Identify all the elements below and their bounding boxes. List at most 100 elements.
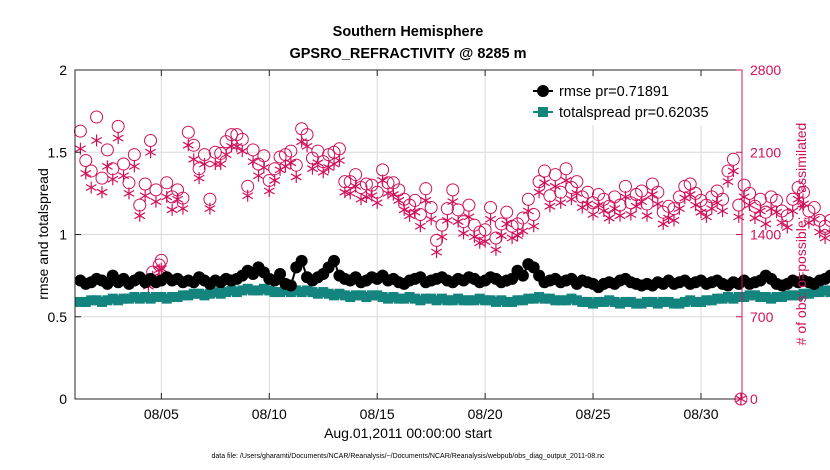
- obs-assimilated-marker: [231, 140, 243, 153]
- totalspread-point: [809, 287, 820, 298]
- obs-possible-marker: [376, 163, 390, 177]
- obs-possible-marker: [446, 183, 460, 197]
- rmse-point: [274, 267, 287, 280]
- obs-assimilated-marker: [112, 132, 124, 145]
- totalspread-point: [534, 292, 545, 303]
- obs-possible-marker: [521, 192, 535, 206]
- totalspread-point: [167, 292, 178, 303]
- obs-possible-marker: [554, 185, 568, 199]
- obs-assimilated-marker: [118, 169, 130, 182]
- totalspread-point: [102, 295, 113, 306]
- obs-assimilated-marker: [592, 199, 604, 212]
- obs-assimilated-marker: [512, 229, 524, 242]
- totalspread-point: [787, 290, 798, 301]
- obs-possible-marker: [127, 148, 141, 162]
- obs-possible-marker: [219, 135, 233, 149]
- y2-axis-ticks: 0 700 1400 2100 2800: [736, 62, 781, 407]
- totalspread-point: [598, 296, 609, 307]
- totalspread-point: [436, 293, 447, 304]
- obs-possible-marker: [500, 205, 514, 219]
- legend-totalspread-label: totalspread pr=0.62035: [559, 105, 709, 121]
- obs-assimilated-marker: [285, 156, 297, 169]
- obs-assimilated-marker: [652, 197, 664, 210]
- obs-possible-marker: [381, 176, 395, 190]
- totalspread-point: [712, 293, 723, 304]
- totalspread-point: [199, 290, 210, 301]
- totalspread-point: [123, 293, 134, 304]
- obs-possible-marker: [100, 143, 114, 157]
- obs-possible-marker: [246, 143, 260, 157]
- obs-assimilated-marker: [614, 209, 626, 222]
- obs-assimilated-marker: [787, 205, 799, 217]
- obs-possible-marker: [122, 176, 136, 190]
- obs-count-markers: [73, 110, 830, 406]
- totalspread-point: [453, 293, 464, 304]
- obs-assimilated-marker: [673, 202, 685, 215]
- totalspread-point: [80, 296, 91, 307]
- totalspread-point: [539, 293, 550, 304]
- obs-possible-marker: [537, 164, 551, 178]
- obs-possible-marker: [149, 183, 163, 197]
- totalspread-point: [253, 285, 264, 296]
- totalspread-point: [242, 283, 253, 294]
- obs-assimilated-marker: [565, 193, 577, 206]
- obs-assimilated-marker: [636, 195, 648, 208]
- obs-assimilated-marker: [269, 174, 281, 187]
- totalspread-point: [722, 292, 733, 303]
- totalspread-point: [609, 296, 620, 307]
- obs-possible-marker: [543, 189, 557, 203]
- obs-assimilated-marker: [85, 181, 97, 194]
- y-tick-label: 1.5: [48, 144, 68, 160]
- totalspread-point: [728, 293, 739, 304]
- obs-assimilated-marker: [771, 206, 783, 219]
- obs-assimilated-marker: [139, 189, 151, 202]
- totalspread-point: [739, 292, 750, 303]
- obs-assimilated-marker: [754, 205, 766, 217]
- totalspread-point: [463, 295, 474, 306]
- obs-assimilated-marker: [819, 232, 830, 245]
- obs-assimilated-marker: [242, 189, 254, 202]
- totalspread-point: [512, 295, 523, 306]
- obs-possible-marker: [651, 185, 665, 199]
- x-tick-label: 08/25: [576, 406, 611, 422]
- rmse-point: [295, 254, 308, 267]
- totalspread-point: [717, 293, 728, 304]
- totalspread-point: [118, 293, 129, 304]
- obs-possible-marker: [160, 176, 174, 190]
- obs-assimilated-marker: [441, 214, 453, 227]
- totalspread-point: [361, 292, 372, 303]
- obs-assimilated-marker: [690, 199, 702, 212]
- y2-tick-label: 1400: [750, 227, 781, 243]
- obs-possible-marker: [640, 197, 654, 211]
- x-tick-label: 08/20: [468, 406, 503, 422]
- obs-assimilated-marker: [490, 243, 502, 256]
- totalspread-point: [528, 293, 539, 304]
- y-tick-label: 2: [59, 62, 67, 78]
- x-tick-label: 08/30: [683, 406, 718, 422]
- obs-assimilated-marker: [522, 205, 534, 217]
- totalspread-point: [447, 295, 458, 306]
- totalspread-point: [188, 288, 199, 299]
- totalspread-point: [96, 296, 107, 307]
- totalspread-point: [825, 287, 830, 298]
- totalspread-point: [318, 287, 329, 298]
- x-tick-label: 08/15: [360, 406, 395, 422]
- obs-possible-marker: [73, 124, 87, 138]
- totalspread-point: [329, 290, 340, 301]
- obs-assimilated-marker: [409, 206, 421, 219]
- obs-assimilated-marker: [209, 158, 221, 170]
- totalspread-point: [733, 292, 744, 303]
- totalspread-point: [372, 290, 383, 301]
- x-tick-label: 08/05: [144, 406, 179, 422]
- totalspread-point: [485, 295, 496, 306]
- totalspread-point: [183, 290, 194, 301]
- obs-assimilated-marker: [350, 180, 362, 193]
- obs-assimilated-marker: [549, 180, 561, 193]
- totalspread-point: [458, 295, 469, 306]
- x-axis-ticks: 08/05 08/10 08/15 08/20 08/25 08/30: [144, 70, 719, 422]
- y2-tick-label: 0: [750, 391, 758, 407]
- totalspread-point: [571, 295, 582, 306]
- totalspread-point: [690, 296, 701, 307]
- obs-possible-marker: [144, 134, 158, 147]
